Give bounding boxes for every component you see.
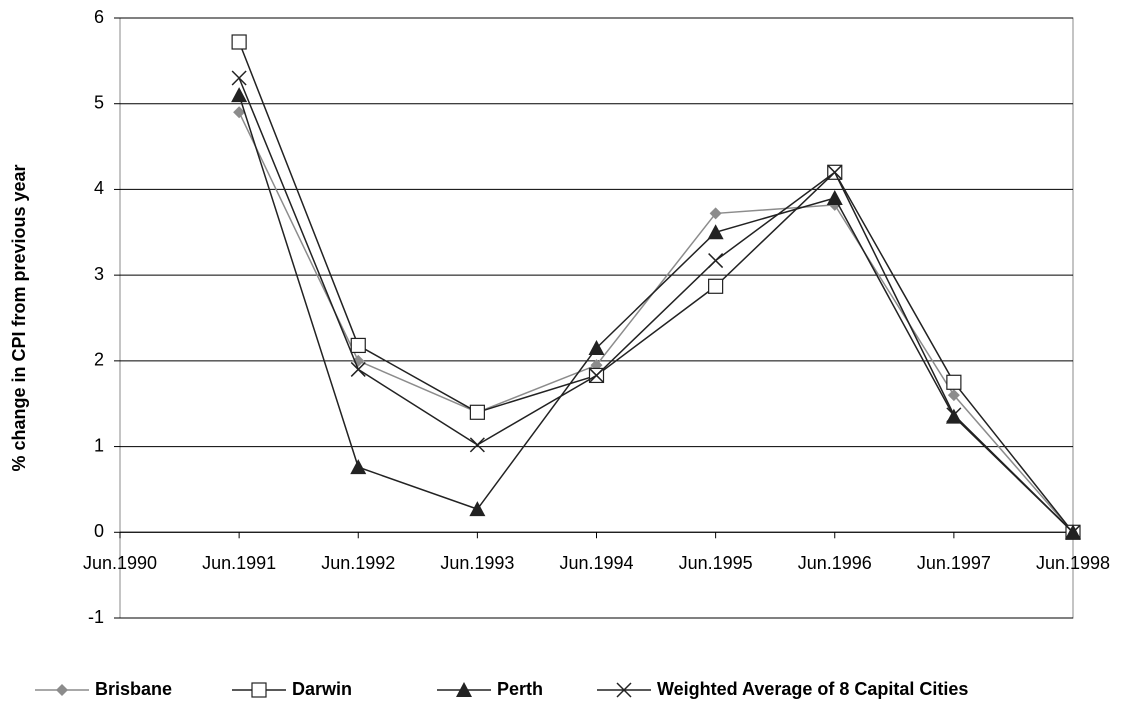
x-tick-label: Jun.1993	[440, 553, 514, 573]
legend-label: Perth	[497, 679, 543, 699]
data-point	[707, 224, 724, 240]
data-point	[709, 207, 722, 220]
x-tick-label: Jun.1995	[679, 553, 753, 573]
x-tick-label: Jun.1996	[798, 553, 872, 573]
data-point	[946, 374, 962, 390]
y-tick-label: 6	[94, 7, 104, 27]
y-tick-label: 3	[94, 264, 104, 284]
data-point	[469, 501, 486, 517]
legend-marker	[251, 682, 267, 698]
legend-marker	[456, 682, 472, 697]
data-point	[350, 337, 366, 354]
data-point	[231, 87, 248, 103]
x-tick-label: Jun.1991	[202, 553, 276, 573]
y-tick-label: 0	[94, 521, 104, 541]
data-point	[233, 106, 246, 119]
data-point	[350, 361, 366, 377]
data-point	[231, 70, 247, 86]
y-tick-label: 1	[94, 435, 104, 455]
legend-label: Darwin	[292, 679, 352, 699]
data-point	[946, 407, 962, 423]
data-point	[231, 34, 247, 50]
series-line	[238, 94, 1074, 533]
y-tick-label: 5	[94, 92, 104, 112]
x-tick-label: Jun.1990	[83, 553, 157, 573]
x-tick-label: Jun.1997	[917, 553, 991, 573]
data-point	[826, 190, 843, 205]
x-tick-label: Jun.1998	[1036, 553, 1110, 573]
data-point	[708, 278, 724, 294]
legend-marker	[56, 684, 68, 696]
data-point	[708, 253, 724, 269]
legend-label: Weighted Average of 8 Capital Cities	[657, 679, 968, 699]
data-point	[350, 459, 367, 475]
y-tick-label: 4	[94, 178, 104, 198]
legend-label: Brisbane	[95, 679, 172, 699]
y-axis-label: % change in CPI from previous year	[9, 164, 29, 471]
data-point	[588, 340, 605, 355]
data-point	[469, 437, 485, 453]
data-point	[588, 367, 605, 383]
y-tick-label: 2	[94, 350, 104, 370]
data-point	[947, 389, 960, 402]
y-tick-label: -1	[88, 607, 104, 627]
plot-area	[119, 17, 1074, 619]
legend-marker	[616, 682, 632, 698]
data-point	[1065, 524, 1081, 540]
x-tick-label: Jun.1992	[321, 553, 395, 573]
data-point	[469, 404, 485, 420]
series-line	[238, 41, 1074, 533]
x-tick-label: Jun.1994	[559, 553, 633, 573]
data-point	[827, 164, 843, 180]
series-line	[238, 77, 1074, 533]
